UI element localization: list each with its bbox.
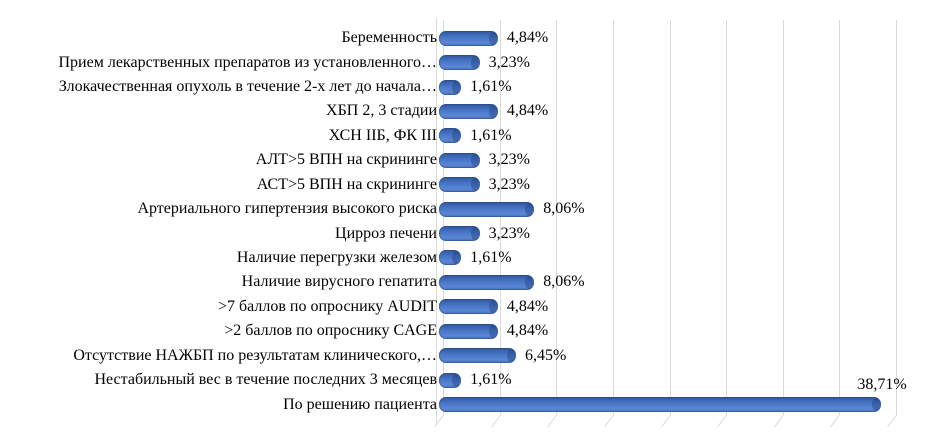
chart-row: ХБП 2, 3 стадии 4,84% bbox=[0, 99, 933, 123]
value-label: 8,06% bbox=[543, 200, 585, 218]
bar bbox=[439, 226, 480, 242]
value-label: 4,84% bbox=[506, 297, 549, 315]
chart-row: Беременность 4,84% bbox=[0, 26, 933, 50]
bar bbox=[439, 299, 498, 315]
value-label: 3,23% bbox=[488, 224, 530, 242]
bar bbox=[439, 397, 882, 412]
category-label: АСТ>5 ВПН на скрининге bbox=[256, 175, 437, 193]
bar bbox=[439, 128, 462, 144]
chart-row: Злокачественная опухоль в течение 2-х ле… bbox=[0, 75, 933, 99]
bar bbox=[439, 201, 535, 217]
gridline-floor-foot bbox=[661, 414, 671, 428]
value-label: 1,61% bbox=[470, 371, 512, 389]
chart-row: Наличие перегрузки железом 1,61% bbox=[0, 246, 933, 270]
value-label: 38,71% bbox=[857, 376, 907, 394]
value-label: 1,61% bbox=[470, 78, 512, 96]
category-label: >7 баллов по опроснику AUDIT bbox=[218, 297, 437, 315]
chart-row: Прием лекарственных препаратов из устано… bbox=[0, 50, 933, 74]
chart-row: ХСН IIБ, ФК III 1,61% bbox=[0, 124, 933, 148]
category-label: Артериального гипертензия высокого риска bbox=[137, 200, 437, 218]
chart-row: Цирроз печени 3,23% bbox=[0, 221, 933, 245]
value-label: 3,23% bbox=[488, 53, 530, 71]
chart-row: Наличие вирусного гепатита 8,06% bbox=[0, 270, 933, 294]
bar bbox=[439, 103, 498, 119]
chart-row: Нестабильный вес в течение последних 3 м… bbox=[0, 368, 933, 392]
bar bbox=[439, 274, 535, 290]
chart-row: Артериального гипертензия высокого риска… bbox=[0, 197, 933, 221]
value-label: 8,06% bbox=[543, 273, 585, 291]
gridline-floor-foot bbox=[830, 414, 840, 428]
bar bbox=[439, 55, 480, 71]
value-label: 6,45% bbox=[525, 346, 567, 364]
chart-row: >2 баллов по опроснику CAGE 4,84% bbox=[0, 319, 933, 343]
bar bbox=[439, 30, 498, 46]
chart-row: АЛТ>5 ВПН на скрининге 3,23% bbox=[0, 148, 933, 172]
category-label: Отсутствие НАЖБП по результатам клиничес… bbox=[73, 346, 437, 364]
category-label: АЛТ>5 ВПН на скрининге bbox=[255, 151, 437, 169]
category-label: Наличие вирусного гепатита bbox=[241, 273, 437, 291]
chart-row: Отсутствие НАЖБП по результатам клиничес… bbox=[0, 343, 933, 367]
value-label: 1,61% bbox=[470, 126, 512, 144]
category-label: Нестабильный вес в течение последних 3 м… bbox=[94, 371, 438, 389]
chart-row: АСТ>5 ВПН на скрининге 3,23% bbox=[0, 173, 933, 197]
value-label: 4,84% bbox=[506, 29, 549, 47]
bar bbox=[439, 79, 462, 95]
value-label: 4,84% bbox=[506, 102, 549, 120]
bar bbox=[439, 372, 462, 388]
category-label: Цирроз печени bbox=[335, 224, 437, 242]
category-label: Злокачественная опухоль в течение 2-х ле… bbox=[58, 78, 437, 96]
chart-row: >7 баллов по опроснику AUDIT 4,84% bbox=[0, 295, 933, 319]
gridline-floor-foot bbox=[717, 414, 727, 428]
value-label: 4,84% bbox=[506, 322, 549, 340]
gridline-floor-foot bbox=[604, 414, 614, 428]
bar bbox=[439, 152, 480, 168]
category-label: ХСН IIБ, ФК III bbox=[328, 126, 437, 144]
gridline-floor-foot bbox=[774, 414, 784, 428]
category-label: >2 баллов по опроснику CAGE bbox=[224, 322, 437, 340]
category-label: ХБП 2, 3 стадии bbox=[326, 102, 437, 120]
bar bbox=[439, 323, 498, 339]
value-label: 1,61% bbox=[470, 248, 512, 266]
category-label: Прием лекарственных препаратов из устано… bbox=[58, 53, 438, 71]
category-label: Беременность bbox=[341, 29, 437, 47]
gridline-floor-foot bbox=[434, 414, 444, 428]
bar bbox=[439, 250, 462, 266]
gridline-floor-foot bbox=[491, 414, 501, 428]
chart-row: По решению пациента 38,71% bbox=[0, 377, 933, 416]
gridline-floor-foot bbox=[547, 414, 557, 428]
bar bbox=[439, 348, 517, 364]
gridline-floor-foot bbox=[887, 414, 897, 428]
value-label: 3,23% bbox=[488, 175, 530, 193]
value-label: 3,23% bbox=[488, 151, 530, 169]
category-label: Наличие перегрузки железом bbox=[236, 248, 437, 266]
bar bbox=[439, 177, 480, 193]
category-label: По решению пациента bbox=[283, 395, 437, 413]
